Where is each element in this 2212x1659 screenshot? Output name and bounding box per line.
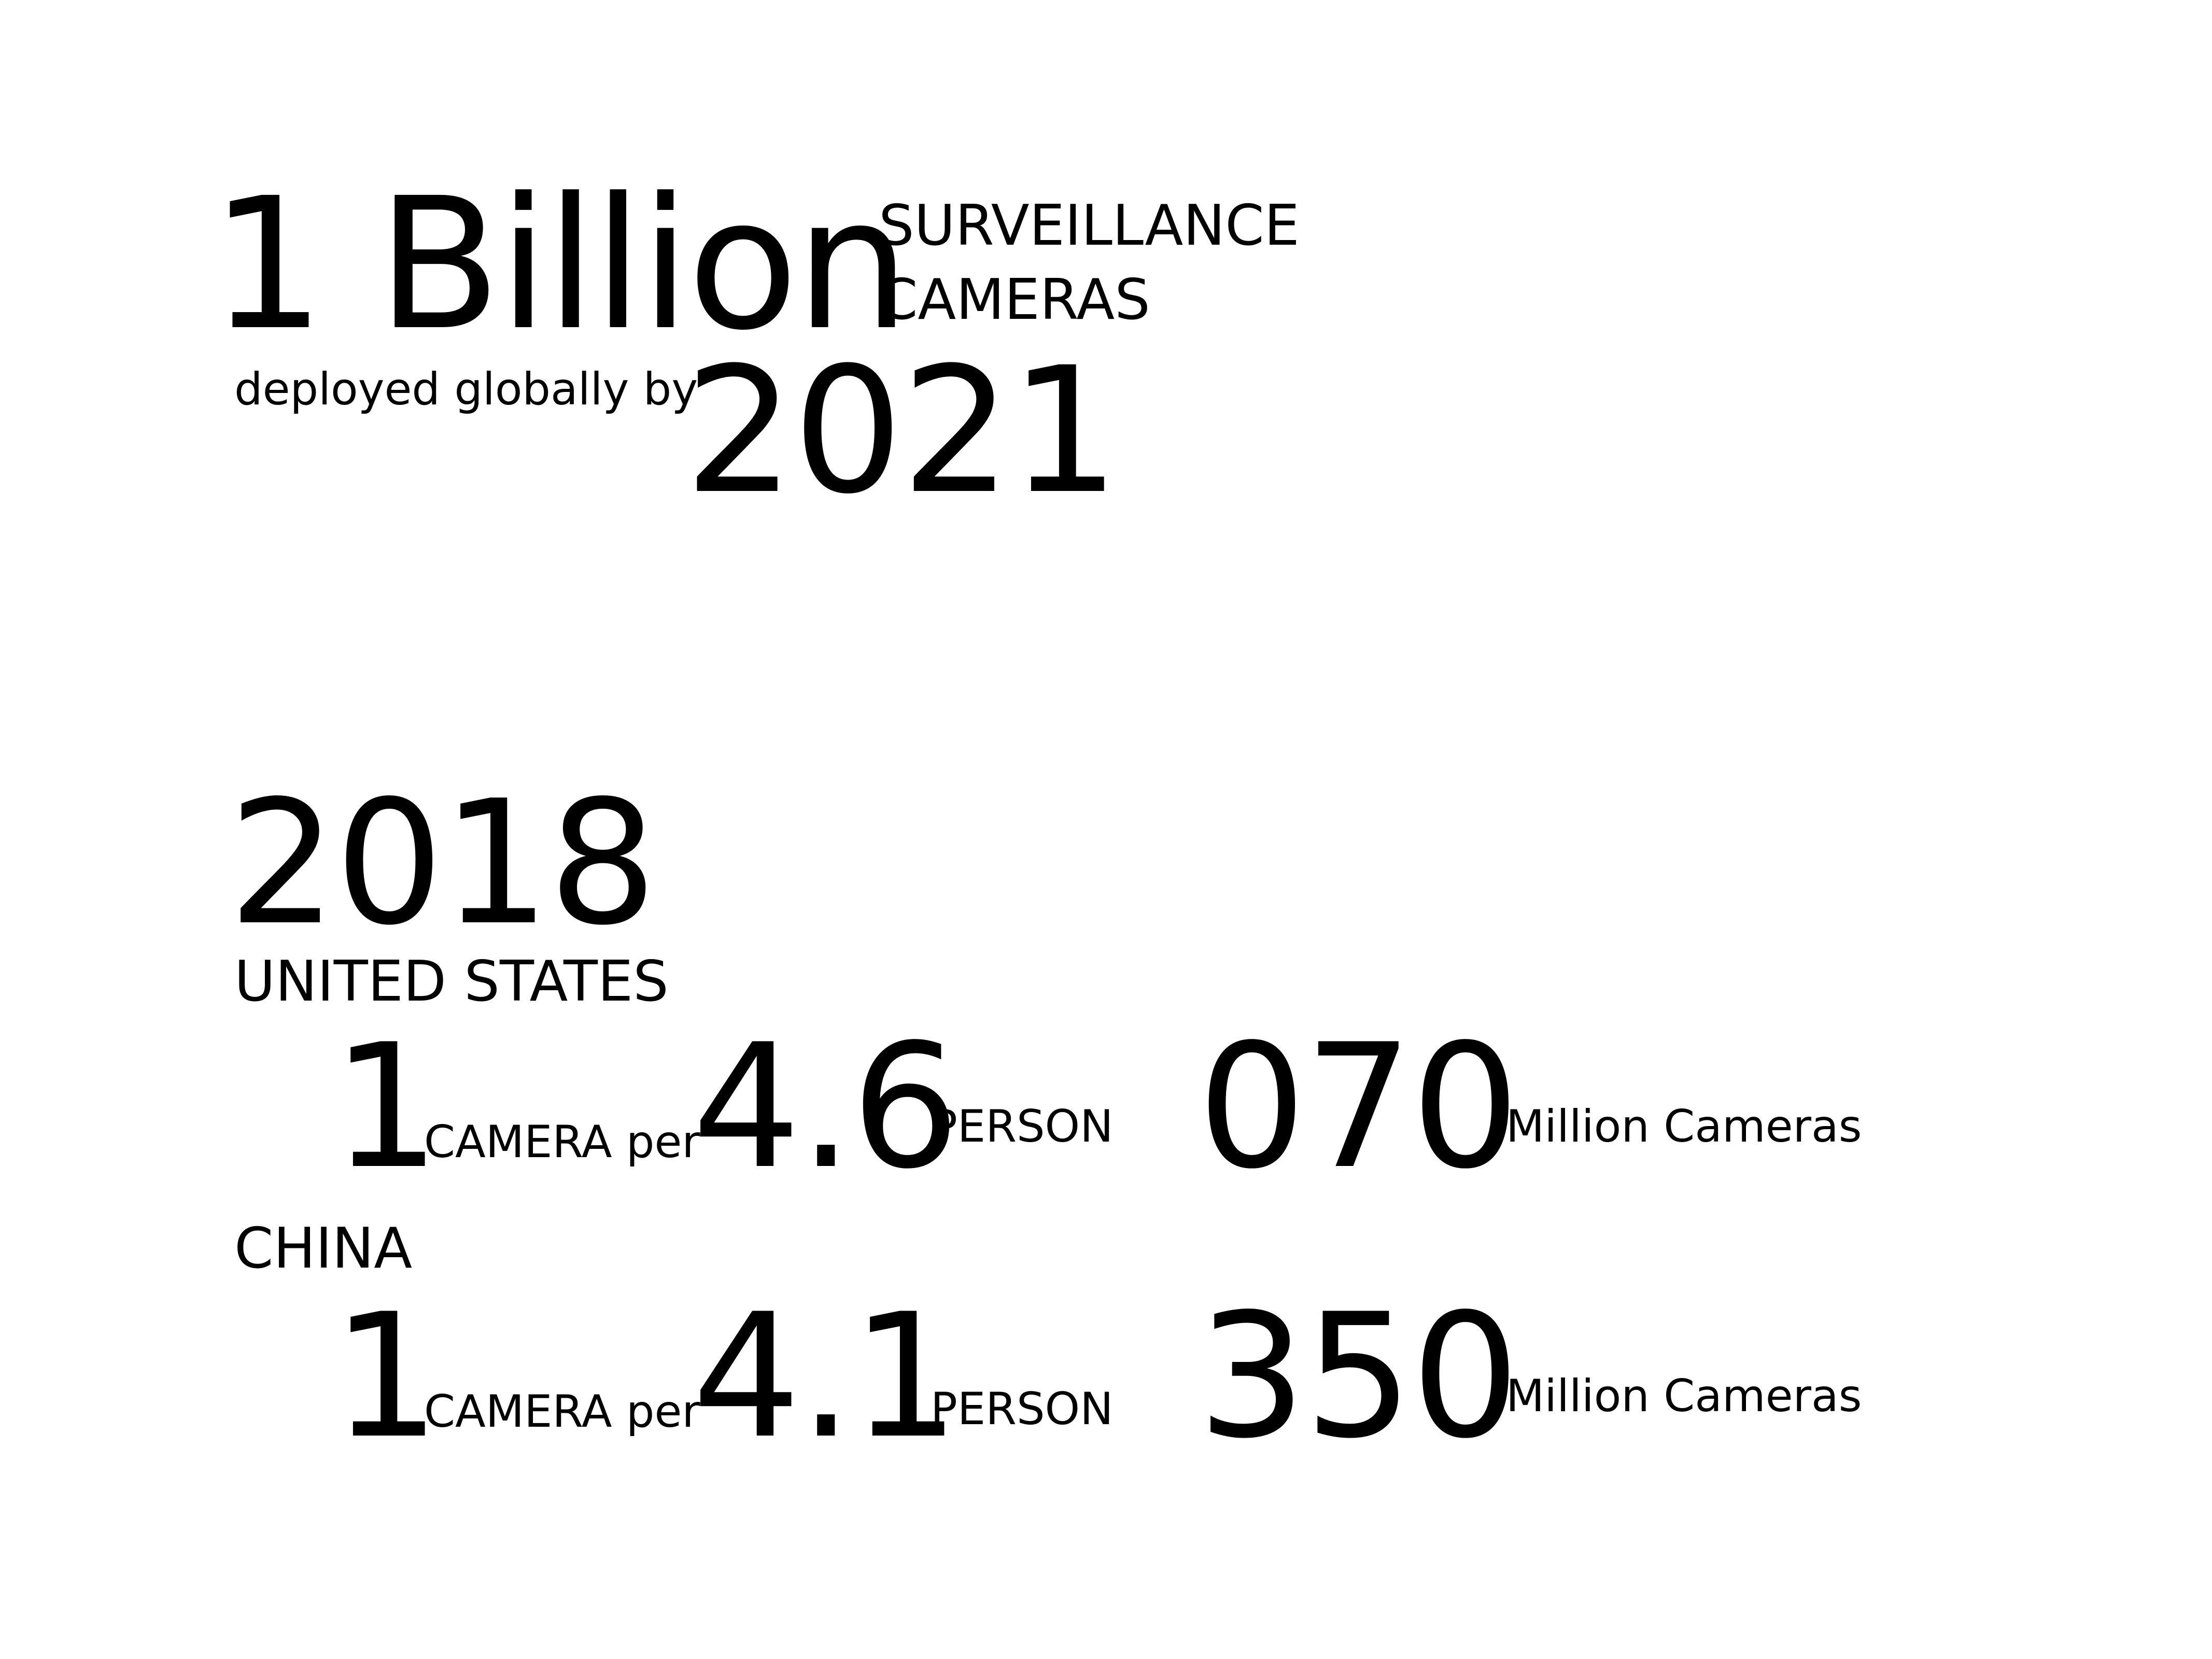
headline-value: 1 Billion (210, 159, 910, 370)
camera-label: CAMERA per (424, 1386, 700, 1438)
camera-count: 1 (332, 1007, 441, 1206)
person-label: PERSON (931, 1101, 1114, 1152)
headline-subject-line1: SURVEILLANCE (879, 193, 1300, 258)
camera-count: 1 (332, 1277, 441, 1476)
headline-subject-line2: CAMERAS (879, 267, 1150, 332)
country-name-us: UNITED STATES (234, 949, 669, 1014)
total-cameras: 350 (1197, 1277, 1520, 1476)
section-year: 2018 (228, 764, 657, 963)
headline-year: 2021 (684, 330, 1120, 532)
headline-subject: SURVEILLANCE CAMERAS (879, 189, 1300, 337)
people-per-camera: 4.1 (692, 1277, 960, 1476)
people-per-camera: 4.6 (692, 1007, 960, 1206)
country-name-china: CHINA (234, 1216, 413, 1281)
camera-label: CAMERA per (424, 1116, 700, 1168)
total-unit: Million Cameras (1506, 1370, 1862, 1422)
total-unit: Million Cameras (1506, 1101, 1862, 1152)
person-label: PERSON (931, 1383, 1114, 1435)
total-cameras: 070 (1197, 1007, 1520, 1206)
headline-qualifier: deployed globally by (234, 363, 698, 415)
